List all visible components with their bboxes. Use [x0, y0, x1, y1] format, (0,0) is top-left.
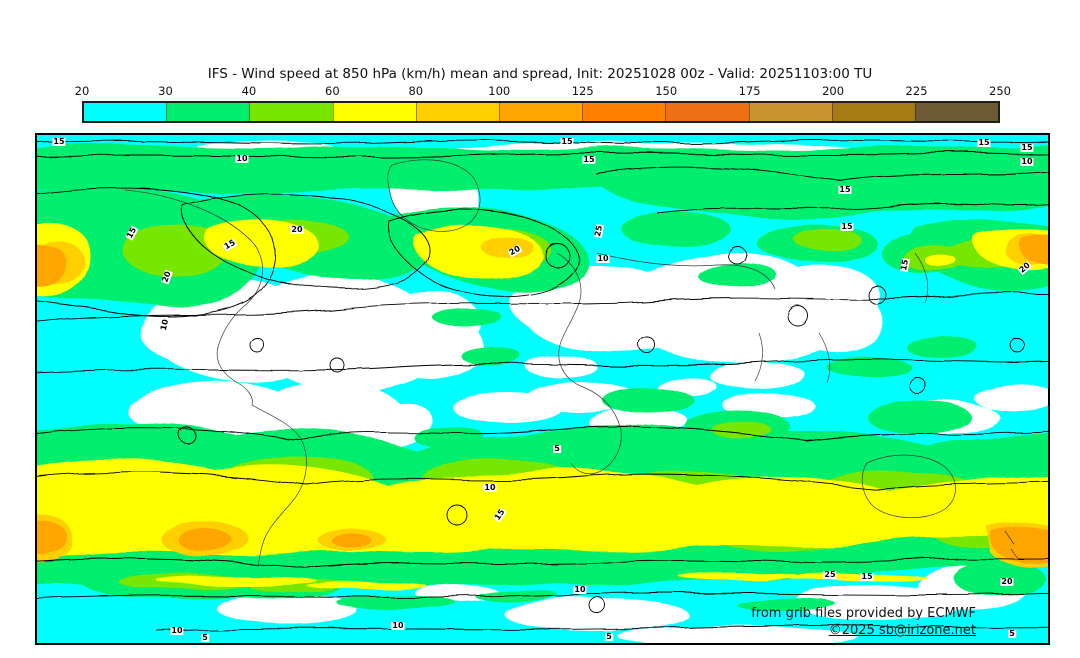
colorbar-segment-200-225 [831, 103, 915, 121]
coastlines [124, 159, 1019, 568]
spread-contour-lines [37, 139, 1048, 632]
colorbar-tick-label: 20 [74, 84, 90, 98]
colorbar-tick-label: 80 [408, 84, 424, 98]
contour-label: 5 [1008, 629, 1016, 638]
colorbar-segment-225-250 [914, 103, 999, 121]
contour-label: 10 [235, 154, 249, 163]
colorbar-segment-60-80 [332, 103, 416, 121]
colorbar-segment-30-40 [166, 103, 250, 121]
contour-label: 10 [483, 483, 497, 492]
wind-map-svg [37, 135, 1048, 643]
contour-label: 15 [1020, 143, 1034, 152]
contour-label: 5 [201, 633, 209, 642]
contour-label: 15 [977, 138, 991, 147]
wind-100-125-regions [37, 234, 1048, 564]
colorbar-segment-80-100 [415, 103, 499, 121]
contour-label: 25 [823, 570, 837, 579]
contour-label: 5 [605, 632, 613, 641]
colorbar-tick-label: 125 [571, 84, 594, 98]
contour-label: 10 [391, 621, 405, 630]
colorbar-tick-label: 150 [655, 84, 678, 98]
contour-label: 10 [596, 254, 610, 263]
contour-label: 15 [52, 137, 66, 146]
contour-label: 15 [840, 222, 854, 231]
colorbar-segment-175-200 [748, 103, 832, 121]
contour-label: 15 [838, 185, 852, 194]
contour-label: 15 [560, 137, 574, 146]
colorbar [82, 101, 1000, 123]
colorbar-tick-label: 200 [822, 84, 845, 98]
wind-60-80-regions [37, 219, 1048, 590]
contour-label: 20 [1000, 577, 1014, 586]
contour-label: 10 [170, 626, 184, 635]
contour-label: 20 [290, 225, 304, 234]
colorbar-tick-label: 100 [488, 84, 511, 98]
contour-label: 10 [573, 585, 587, 594]
colorbar-tick-label: 60 [325, 84, 340, 98]
colorbar-segment-150-175 [665, 103, 749, 121]
colorbar-tick-label: 30 [158, 84, 173, 98]
attribution-link[interactable]: ©2025 sb@irizone.net [828, 623, 976, 638]
contour-label: 15 [860, 572, 874, 581]
colorbar-segment-100-125 [498, 103, 583, 121]
map-panel: 15 10 15 15 15 10 15 20 10 15 20 20 25 10 15 15 15 15 20 5 1… [35, 133, 1050, 645]
colorbar-tick-label: 250 [989, 84, 1011, 98]
contour-label: 15 [582, 155, 596, 164]
colorbar-tick-label: 175 [738, 84, 761, 98]
colorbar-tick-label: 40 [241, 84, 257, 98]
contour-label: 10 [1020, 157, 1034, 166]
colorbar-segment-20-30 [84, 103, 167, 121]
page-title: IFS - Wind speed at 850 hPa (km/h) mean … [207, 66, 873, 82]
colorbar-tick-label: 225 [905, 84, 928, 98]
colorbar-segment-40-60 [249, 103, 333, 121]
contour-label: 5 [553, 444, 561, 453]
attribution-text: from grib files provided by ECMWF [751, 606, 976, 621]
colorbar-segment-125-150 [582, 103, 666, 121]
